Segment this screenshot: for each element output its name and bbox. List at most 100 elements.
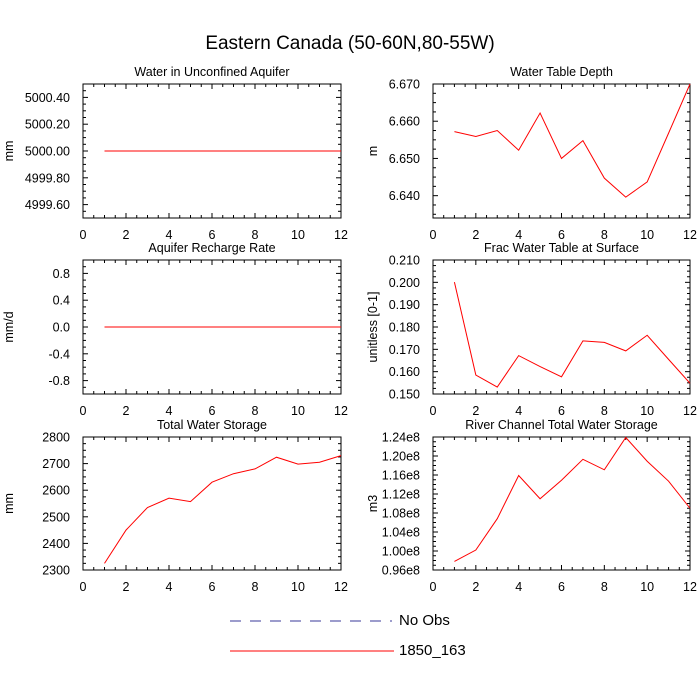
y-axis-label: mm <box>2 493 16 514</box>
x-tick-label: 12 <box>334 404 348 418</box>
y-tick-label: 1.16e8 <box>382 469 420 483</box>
x-tick-label: 4 <box>515 404 522 418</box>
x-tick-label: 10 <box>291 580 305 594</box>
y-tick-label: 2300 <box>42 564 70 578</box>
panel-title: Water in Unconfined Aquifer <box>134 65 289 79</box>
y-tick-label: 2500 <box>42 510 70 524</box>
x-tick-label: 8 <box>601 580 608 594</box>
legend <box>230 620 394 652</box>
y-tick-label: 6.660 <box>389 115 420 129</box>
x-tick-label: 6 <box>558 228 565 242</box>
y-axis-label: mm/d <box>2 311 16 342</box>
x-tick-label: 8 <box>252 228 259 242</box>
x-tick-label: 0 <box>430 228 437 242</box>
x-tick-label: 4 <box>515 580 522 594</box>
y-tick-label: 6.670 <box>389 78 420 92</box>
y-tick-label: 0.4 <box>53 294 70 308</box>
x-tick-label: 4 <box>166 404 173 418</box>
y-tick-label: 1.04e8 <box>382 526 420 540</box>
y-tick-label: 0.8 <box>53 267 70 281</box>
x-tick-label: 12 <box>334 228 348 242</box>
panel-2: Aquifer Recharge Rate mm/d 0 2 4 6 8 10 12 -0.8 -0… <box>2 241 348 418</box>
y-tick-label: 0.150 <box>389 388 420 402</box>
series-line-1850-163 <box>104 455 342 564</box>
y-tick-label: 0.200 <box>389 276 420 290</box>
panel-title: Water Table Depth <box>510 65 613 79</box>
y-axis-label: unitless [0-1] <box>366 292 380 363</box>
x-tick-label: 12 <box>683 404 697 418</box>
x-tick-label: 2 <box>472 580 479 594</box>
panel-title: River Channel Total Water Storage <box>465 418 658 432</box>
y-tick-label: 1.20e8 <box>382 450 420 464</box>
panel-1: Water Table Depth m 0 2 4 6 8 10 12 6.640 6.650 6.6… <box>366 65 697 242</box>
x-tick-label: 10 <box>640 228 654 242</box>
x-tick-label: 12 <box>683 228 697 242</box>
x-tick-label: 8 <box>252 404 259 418</box>
y-tick-label: 0.180 <box>389 321 420 335</box>
x-tick-label: 6 <box>209 580 216 594</box>
y-tick-label: -0.8 <box>48 374 70 388</box>
series-line-1850-163 <box>453 281 691 388</box>
x-tick-label: 0 <box>80 228 87 242</box>
x-tick-label: 0 <box>430 580 437 594</box>
x-tick-label: 10 <box>640 580 654 594</box>
legend-label-no-obs: No Obs <box>399 612 450 629</box>
x-tick-label: 4 <box>515 228 522 242</box>
x-tick-label: 10 <box>640 404 654 418</box>
x-tick-label: 6 <box>209 228 216 242</box>
y-tick-label: 0.190 <box>389 298 420 312</box>
y-tick-label: 2700 <box>42 457 70 471</box>
y-tick-label: -0.4 <box>48 347 70 361</box>
y-axis-label: mm <box>2 141 16 162</box>
x-tick-label: 4 <box>166 580 173 594</box>
y-axis-label: m3 <box>366 495 380 512</box>
y-tick-label: 0.170 <box>389 343 420 357</box>
y-tick-label: 0.0 <box>53 321 70 335</box>
y-tick-label: 0.160 <box>389 365 420 379</box>
y-tick-label: 6.650 <box>389 152 420 166</box>
series-line-1850-163 <box>454 436 691 562</box>
y-tick-label: 2800 <box>42 431 70 445</box>
x-tick-label: 0 <box>430 404 437 418</box>
x-tick-label: 12 <box>683 580 697 594</box>
y-tick-label: 5000.20 <box>25 118 70 132</box>
x-tick-label: 0 <box>80 580 87 594</box>
legend-label-1850-163: 1850_163 <box>399 642 466 659</box>
panel-0: Water in Unconfined Aquifer mm 0 2 4 6 8 10 12 49… <box>2 65 348 242</box>
x-tick-label: 8 <box>601 228 608 242</box>
x-tick-label: 2 <box>472 404 479 418</box>
panel-4: Total Water Storage mm 0 2 4 6 8 10 12 2300 2400 25… <box>2 418 348 594</box>
y-tick-label: 0.96e8 <box>382 564 420 578</box>
plot-frame <box>82 436 342 571</box>
panel-title: Total Water Storage <box>157 418 267 432</box>
figure-title: Eastern Canada (50-60N,80-55W) <box>205 33 495 54</box>
y-tick-label: 2600 <box>42 484 70 498</box>
x-tick-label: 4 <box>166 228 173 242</box>
plot-frame <box>432 436 691 571</box>
y-tick-label: 5000.00 <box>25 145 70 159</box>
x-tick-label: 6 <box>558 404 565 418</box>
x-tick-label: 0 <box>80 404 87 418</box>
y-tick-label: 2400 <box>42 537 70 551</box>
series-line-1850-163 <box>454 83 691 198</box>
y-axis-label: m <box>366 146 380 156</box>
x-tick-label: 6 <box>558 580 565 594</box>
x-tick-label: 2 <box>123 228 130 242</box>
y-tick-label: 1.08e8 <box>382 507 420 521</box>
y-tick-label: 1.12e8 <box>382 488 420 502</box>
y-tick-label: 4999.60 <box>25 198 70 212</box>
y-tick-label: 1.24e8 <box>382 431 420 445</box>
y-tick-label: 6.640 <box>389 189 420 203</box>
x-tick-label: 2 <box>123 404 130 418</box>
x-tick-label: 10 <box>291 404 305 418</box>
panel-title: Frac Water Table at Surface <box>484 241 639 255</box>
x-tick-label: 6 <box>209 404 216 418</box>
x-tick-label: 8 <box>252 580 259 594</box>
plot-frame <box>432 83 691 219</box>
y-tick-label: 4999.80 <box>25 171 70 185</box>
y-tick-label: 5000.40 <box>25 91 70 105</box>
x-tick-label: 8 <box>601 404 608 418</box>
x-tick-label: 2 <box>472 228 479 242</box>
x-tick-label: 2 <box>123 580 130 594</box>
